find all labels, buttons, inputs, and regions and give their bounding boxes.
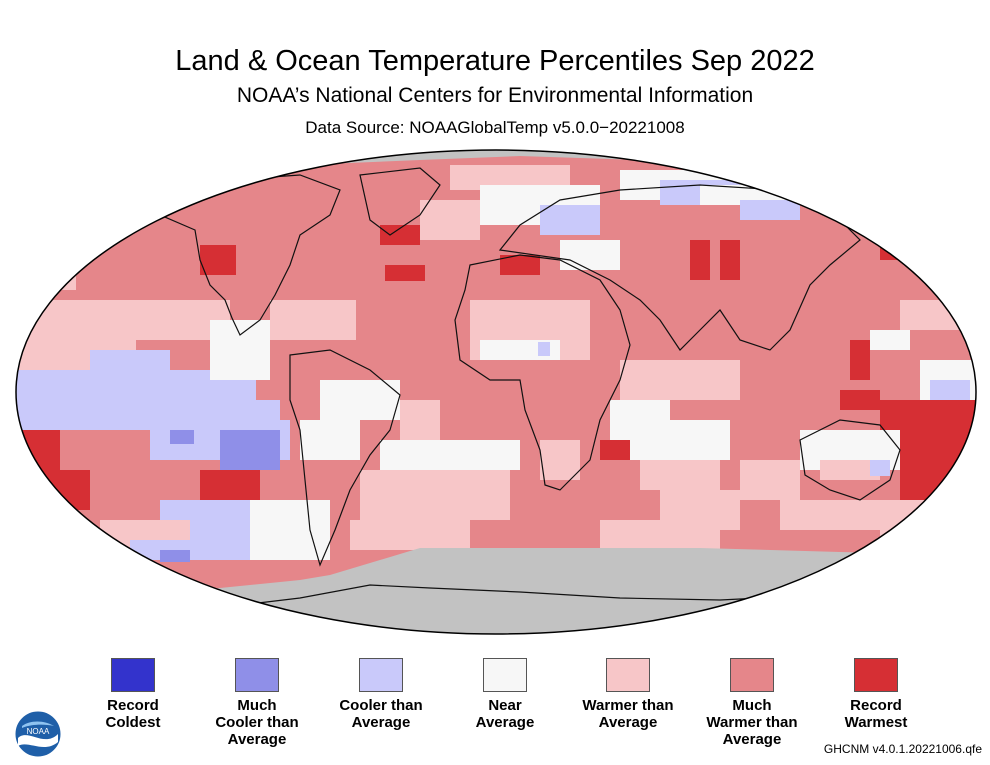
- percentile-cell: [780, 170, 860, 200]
- eurasia-outline: [498, 184, 861, 351]
- percentile-cell: [300, 420, 360, 460]
- percentile-cell: [540, 205, 600, 235]
- percentile-cell: [840, 390, 880, 410]
- percentile-cell: [640, 460, 720, 490]
- map-title: Land & Ocean Temperature Percentiles Sep…: [175, 45, 815, 77]
- percentile-cell: [880, 500, 976, 540]
- europe-africa-outline: [454, 254, 631, 491]
- legend-swatch: [483, 658, 527, 692]
- noaa-logo-icon: NOAA: [14, 710, 62, 763]
- legend-item: Much Warmer than Average: [692, 658, 812, 748]
- percentile-cell: [60, 250, 140, 270]
- legend-swatch: [235, 658, 279, 692]
- percentile-cell: [630, 420, 730, 460]
- percentile-cell: [720, 240, 740, 280]
- footnote: GHCNM v4.0.1.20221006.qfe: [823, 742, 982, 756]
- legend-item: Warmer than Average: [568, 658, 688, 731]
- legend-label: Record Warmest: [844, 697, 908, 731]
- percentile-cell: [385, 265, 425, 281]
- percentile-cell: [840, 180, 900, 220]
- percentile-cell: [500, 370, 580, 430]
- percentile-cell: [640, 240, 680, 290]
- legend-swatch: [606, 658, 650, 692]
- percentile-cell: [620, 360, 740, 400]
- legend-item: Record Coldest: [73, 658, 193, 731]
- percentile-cell: [538, 342, 550, 356]
- percentile-cell: [170, 430, 194, 444]
- australia-outline: [799, 419, 901, 501]
- percentile-cell: [820, 460, 880, 480]
- legend-item: Much Cooler than Average: [197, 658, 317, 748]
- percentile-cell: [260, 260, 300, 280]
- percentile-cell: [500, 255, 540, 275]
- percentile-cell: [700, 290, 780, 330]
- legend-swatch: [854, 658, 898, 692]
- percentile-cell: [540, 440, 580, 480]
- percentile-cell: [220, 430, 280, 470]
- data-source: Data Source: NOAAGlobalTemp v5.0.0−20221…: [305, 118, 685, 137]
- percentile-cell: [160, 550, 190, 562]
- greenland-outline: [359, 167, 441, 236]
- percentile-cell: [16, 300, 356, 340]
- percentile-cell: [330, 260, 370, 300]
- percentile-cell: [320, 380, 400, 420]
- percentile-cell: [90, 350, 170, 390]
- legend-swatch: [111, 658, 155, 692]
- percentile-cell: [350, 520, 470, 550]
- percentile-cell: [870, 460, 890, 476]
- svg-text:NOAA: NOAA: [27, 727, 50, 736]
- percentile-cell: [420, 200, 480, 240]
- legend-label: Much Cooler than Average: [215, 697, 299, 748]
- legend-label: Near Average: [475, 697, 535, 731]
- percentile-cell: [210, 320, 270, 380]
- legend-label: Record Coldest: [105, 697, 161, 731]
- percentile-cell: [690, 240, 710, 280]
- legend-item: Record Warmest: [816, 658, 936, 731]
- north-america-outline: [117, 174, 341, 336]
- percentile-cell: [850, 340, 870, 380]
- percentile-cell: [880, 220, 976, 260]
- legend-label: Much Warmer than Average: [706, 697, 798, 748]
- percentile-cell: [200, 245, 236, 275]
- percentile-cell: [380, 440, 520, 470]
- percentile-cell: [250, 500, 330, 560]
- percentile-cell: [930, 380, 970, 400]
- percentile-cell: [600, 520, 720, 550]
- legend-item: Near Average: [445, 658, 565, 731]
- legend-swatch: [359, 658, 403, 692]
- legend-swatch: [730, 658, 774, 692]
- south-america-outline: [289, 349, 401, 567]
- percentile-cell: [400, 400, 440, 440]
- percentile-cell: [870, 330, 910, 350]
- percentile-cell: [740, 200, 800, 220]
- percentile-cell: [16, 260, 76, 290]
- map-subtitle: NOAA’s National Centers for Environmenta…: [236, 84, 754, 107]
- percentile-cell: [900, 440, 976, 500]
- legend-item: Cooler than Average: [321, 658, 441, 731]
- percentile-cell: [360, 470, 510, 520]
- percentile-cell: [560, 240, 620, 270]
- percentile-cell: [520, 280, 550, 296]
- percentile-cell: [740, 460, 800, 500]
- percentile-cell: [380, 225, 420, 245]
- legend-label: Warmer than Average: [582, 697, 674, 731]
- legend-label: Cooler than Average: [339, 697, 423, 731]
- globe-outline: [15, 149, 977, 635]
